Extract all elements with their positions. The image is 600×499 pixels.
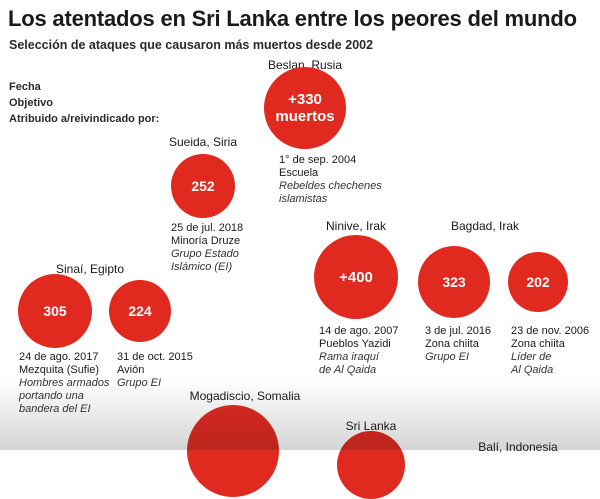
event-target: Zona chiita: [511, 338, 565, 350]
event-details: 25 de jul. 2018 Minoría Druze Grupo Estado…: [171, 222, 243, 274]
event-place: Sueida, Siria: [168, 135, 238, 149]
bubble-value: +330: [288, 91, 322, 108]
event-bubble: 202: [508, 252, 568, 312]
event-bubble: 323: [418, 246, 490, 318]
event-attribution: Grupo Estado: [171, 248, 239, 260]
bubble-value: 323: [442, 274, 466, 290]
event-attribution: Al Qaida: [511, 364, 554, 376]
bubble-value: 202: [526, 274, 550, 290]
event-bubble: 252: [171, 154, 235, 218]
bubble-value: +400: [339, 268, 373, 286]
bubble-unit: muertos: [275, 108, 335, 125]
bubble-value: 305: [43, 303, 67, 319]
event-attribution: Líder de: [511, 351, 552, 363]
event-target: Mezquita (Sufie): [19, 364, 100, 376]
chart-subtitle: Selección de ataques que causaron más mu…: [9, 38, 374, 52]
event-target: Avión: [117, 364, 145, 376]
event-place: Mogadiscio, Somalia: [189, 389, 301, 403]
legend-target: Objetivo: [9, 97, 54, 109]
event-date: 25 de jul. 2018: [171, 222, 244, 234]
event-details: 3 de jul. 2016 Zona chiita Grupo EI: [425, 325, 491, 364]
event-details: 31 de oct. 2015 Avión Grupo EI: [117, 351, 193, 390]
bubble-value: 224: [128, 303, 152, 319]
chart-title: Los atentados en Sri Lanka entre los peo…: [8, 6, 577, 31]
event-attribution: Hombres armados: [19, 377, 110, 389]
event-date: 3 de jul. 2016: [425, 325, 492, 337]
bubble-value: 252: [191, 178, 215, 194]
event-attribution: islamistas: [279, 193, 328, 205]
event-attribution: Rebeldes chechenes: [279, 180, 382, 192]
event-bubble: [187, 405, 279, 497]
event-place: Bagdad, Irak: [450, 219, 520, 233]
event-date: 14 de ago. 2007: [319, 325, 399, 337]
event-bubble: 305: [18, 274, 92, 348]
event-bubble: 224: [109, 280, 171, 342]
event-target: Escuela: [279, 167, 319, 179]
event-date: 1° de sep. 2004: [279, 154, 357, 166]
legend-date: Fecha: [9, 81, 41, 93]
event-attribution: Rama iraquí: [319, 351, 379, 363]
event-place: Ninive, Irak: [325, 219, 387, 233]
event-place: Beslan, Rusia: [267, 58, 343, 72]
event-place: Sinaí, Egipto: [55, 262, 125, 276]
event-details: 1° de sep. 2004 Escuela Rebeldes chechenes…: [279, 154, 382, 206]
event-date: 31 de oct. 2015: [117, 351, 193, 363]
event-attribution: Islámico (EI): [171, 261, 233, 273]
event-attribution: portando una: [19, 390, 84, 402]
event-details: 23 de nov. 2006 Zona chiita Líder de Al Qai…: [511, 325, 589, 377]
event-attribution: Grupo EI: [425, 351, 470, 363]
event-bubble: +330 muertos: [264, 67, 346, 149]
event-date: 23 de nov. 2006: [511, 325, 590, 337]
event-details: 14 de ago. 2007 Pueblos Yazidi Rama iraquí…: [319, 325, 399, 377]
legend-attributed: Atribuido a/reivindicado por:: [9, 113, 160, 125]
event-attribution: bandera del EI: [19, 403, 91, 415]
event-target: Minoría Druze: [171, 235, 241, 247]
event-attribution: Grupo EI: [117, 377, 162, 389]
event-attribution: de Al Qaida: [319, 364, 377, 376]
event-bubble: [337, 431, 405, 499]
event-bubble: +400: [314, 235, 398, 319]
event-target: Zona chiita: [425, 338, 479, 350]
event-date: 24 de ago. 2017: [19, 351, 99, 363]
event-place: Sri Lanka: [345, 419, 397, 433]
event-place: Balí, Indonesia: [478, 440, 558, 454]
event-details: 24 de ago. 2017 Mezquita (Sufie) Hombres a…: [19, 351, 109, 416]
legend: Fecha Objetivo Atribuido a/reivindicado …: [9, 79, 159, 127]
event-target: Pueblos Yazidi: [319, 338, 391, 350]
